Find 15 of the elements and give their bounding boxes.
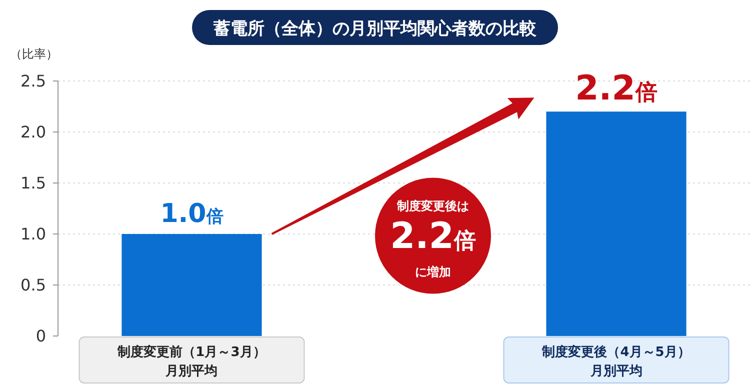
data-label: 1.0倍 bbox=[160, 199, 224, 229]
x-tick-label: 制度変更後（4月～5月）月別平均 bbox=[541, 344, 690, 379]
chart-title: 蓄電所（全体）の月別平均関心者数の比較 bbox=[212, 19, 538, 39]
y-tick-label: 0.5 bbox=[20, 276, 46, 295]
data-label: 2.2倍 bbox=[575, 68, 658, 109]
annotation: 制度変更後は bbox=[396, 198, 469, 213]
y-tick-label: 0 bbox=[36, 326, 46, 346]
y-tick-label: 2.5 bbox=[20, 72, 46, 91]
y-tick-label: 2.0 bbox=[20, 122, 46, 142]
y-tick-label: 1.5 bbox=[20, 174, 46, 193]
y-axis-title: （比率） bbox=[10, 47, 58, 61]
annotation: 2.2倍 bbox=[390, 216, 476, 257]
annotation: に増加 bbox=[415, 264, 451, 279]
y-tick-label: 1.0 bbox=[20, 224, 46, 244]
x-tick-label: 制度変更前（1月～3月）月別平均 bbox=[116, 344, 266, 379]
